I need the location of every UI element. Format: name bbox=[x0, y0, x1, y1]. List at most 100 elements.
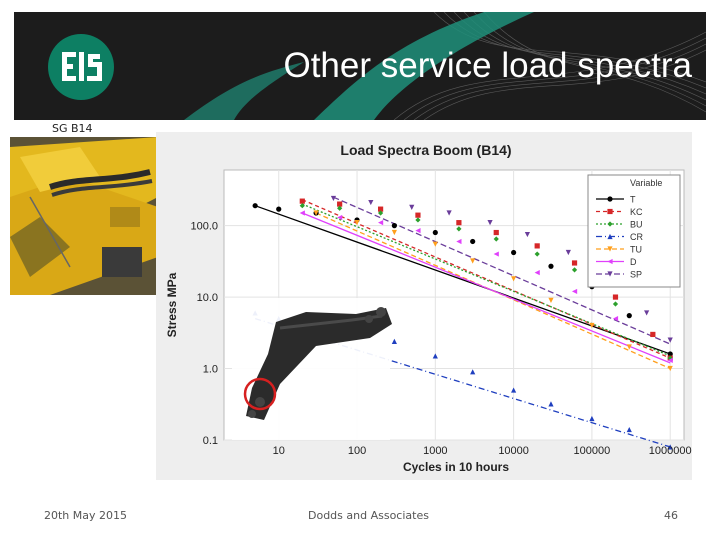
data-point-kc bbox=[456, 220, 462, 226]
footer-date: 20th May 2015 bbox=[44, 509, 128, 522]
fit-line-sp bbox=[333, 196, 671, 345]
data-point-d bbox=[534, 270, 540, 276]
data-point-bu bbox=[415, 217, 421, 223]
data-point-cr bbox=[511, 387, 517, 393]
data-point-sp bbox=[524, 231, 531, 238]
legend-marker-kc bbox=[607, 208, 613, 215]
data-point-tu bbox=[626, 344, 632, 350]
y-tick-label: 1.0 bbox=[203, 364, 218, 376]
data-point-t bbox=[511, 249, 517, 256]
y-tick-label: 0.1 bbox=[203, 435, 218, 447]
fit-line-cr bbox=[254, 317, 671, 448]
chart-title: Load Spectra Boom (B14) bbox=[340, 142, 511, 158]
data-point-sp bbox=[667, 337, 673, 343]
data-point-cr bbox=[391, 338, 397, 344]
x-tick-label: 1000 bbox=[423, 445, 447, 457]
data-point-kc bbox=[612, 294, 619, 300]
legend-label-d: D bbox=[630, 257, 637, 267]
data-point-cr bbox=[626, 426, 632, 433]
legend-marker-cr bbox=[607, 233, 613, 240]
data-point-kc bbox=[299, 198, 305, 204]
data-point-t bbox=[391, 223, 397, 229]
boom-inset bbox=[232, 298, 392, 440]
data-point-tu bbox=[470, 258, 476, 264]
legend-label-t: T bbox=[630, 195, 636, 205]
data-point-sp bbox=[409, 204, 415, 210]
data-point-sp bbox=[565, 249, 571, 256]
gauge-location-circle bbox=[243, 377, 277, 411]
chart-legend: Variable T KC BU CR TU D SP bbox=[587, 174, 681, 288]
data-point-kc bbox=[337, 201, 343, 207]
y-tick-label: 10.0 bbox=[197, 292, 218, 304]
page-number: 46 bbox=[664, 509, 678, 522]
data-point-tu bbox=[511, 276, 517, 282]
data-point-tu bbox=[391, 229, 397, 236]
chart-panel: Load Spectra Boom (B14) 10 100 1000 10000 10… bbox=[156, 132, 692, 480]
data-point-bu bbox=[377, 210, 384, 216]
data-point-d bbox=[415, 228, 421, 234]
data-point-tu bbox=[432, 241, 438, 247]
legend-label-cr: CR bbox=[630, 232, 643, 242]
legend-marker-sp bbox=[607, 271, 613, 277]
data-point-cr bbox=[667, 444, 673, 450]
data-point-kc bbox=[534, 243, 540, 249]
data-point-sp bbox=[368, 199, 374, 206]
photo-caption: SG B14 bbox=[52, 122, 93, 135]
data-point-t bbox=[432, 229, 438, 236]
data-point-d bbox=[571, 288, 578, 295]
strain-gauge-photo bbox=[10, 137, 158, 295]
data-point-kc bbox=[650, 331, 656, 338]
data-point-tu bbox=[313, 210, 319, 216]
company-logo bbox=[48, 34, 114, 100]
y-tick-label: 100.0 bbox=[190, 221, 218, 233]
data-point-t bbox=[548, 263, 554, 269]
data-point-d bbox=[337, 214, 343, 221]
legend-marker-tu bbox=[607, 246, 613, 252]
x-tick-label: 10 bbox=[273, 445, 285, 457]
fit-line-kc bbox=[302, 199, 671, 359]
data-point-tu bbox=[589, 322, 595, 329]
data-point-t bbox=[667, 351, 673, 357]
x-tick-label: 10000 bbox=[498, 445, 529, 457]
legend-marker-d bbox=[607, 258, 613, 265]
data-point-kc bbox=[493, 229, 499, 236]
legend-label-kc: KC bbox=[630, 207, 643, 217]
x-axis-label: Cycles in 10 hours bbox=[403, 460, 509, 474]
data-point-d bbox=[667, 357, 673, 363]
data-point-sp bbox=[487, 220, 493, 226]
data-point-kc bbox=[415, 212, 421, 218]
footer-presenter: Dodds and Associates bbox=[308, 509, 429, 522]
x-tick-label: 1000000 bbox=[649, 445, 692, 457]
data-point-d bbox=[299, 210, 305, 216]
title-banner: Other service load spectra bbox=[14, 12, 706, 120]
data-point-tu bbox=[667, 365, 673, 372]
legend-marker-bu bbox=[607, 221, 613, 227]
machine-boom-photo bbox=[10, 137, 158, 295]
legend-marker-t bbox=[607, 196, 613, 202]
data-point-bu bbox=[456, 226, 462, 232]
data-point-d bbox=[612, 315, 619, 322]
data-point-sp bbox=[644, 310, 650, 316]
data-point-bu bbox=[299, 203, 305, 209]
y-axis-label: Stress MPa bbox=[165, 272, 179, 337]
data-point-bu bbox=[493, 236, 499, 242]
data-point-t bbox=[626, 313, 632, 319]
data-point-sp bbox=[446, 210, 452, 216]
data-point-d bbox=[493, 251, 499, 257]
data-point-kc bbox=[377, 206, 384, 212]
slide-title: Other service load spectra bbox=[283, 46, 692, 85]
data-point-tu bbox=[548, 297, 554, 303]
fit-line-t bbox=[254, 205, 671, 355]
data-point-cr bbox=[470, 369, 476, 375]
legend-label-tu: TU bbox=[630, 245, 642, 255]
legend-label-bu: BU bbox=[630, 220, 643, 230]
data-point-sp bbox=[330, 195, 337, 202]
data-point-kc bbox=[571, 260, 578, 266]
legend-label-sp: SP bbox=[630, 270, 642, 280]
data-point-t bbox=[470, 238, 476, 245]
load-spectra-chart: Load Spectra Boom (B14) 10 100 1000 10000 10… bbox=[165, 142, 692, 474]
data-point-t bbox=[276, 206, 282, 212]
legend-title: Variable bbox=[630, 178, 662, 188]
banner-wave-graphic bbox=[184, 12, 706, 120]
data-point-cr bbox=[589, 415, 595, 422]
